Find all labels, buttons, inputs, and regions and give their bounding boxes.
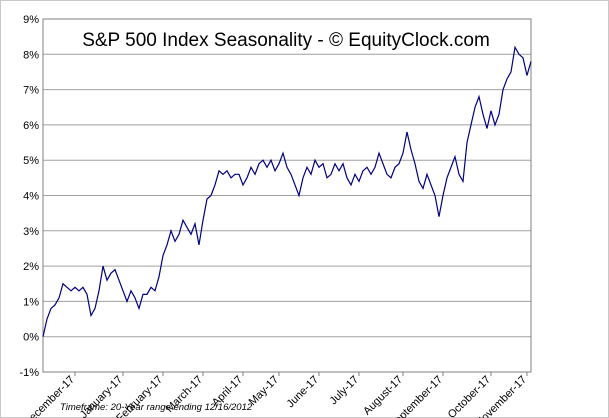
y-tick-label: 6%: [23, 120, 39, 132]
y-tick-label: 5%: [23, 155, 39, 167]
y-tick-label: 8%: [23, 49, 39, 61]
series-line: [42, 45, 532, 337]
y-tick-label: 2%: [23, 261, 39, 273]
y-tick-label: 4%: [23, 191, 39, 203]
plot-border: [42, 18, 532, 373]
y-tick-label: -1%: [19, 367, 39, 379]
y-tick-label: 3%: [23, 226, 39, 238]
y-tick-label: 7%: [23, 85, 39, 97]
chart-title: S&P 500 Index Seasonality - © EquityCloc…: [82, 30, 490, 51]
y-tick-label: 9%: [23, 14, 39, 26]
y-tick-label: 0%: [23, 332, 39, 344]
timeframe-note: Timeframe: 20-Year range ending 12/16/20…: [60, 402, 253, 413]
y-tick-label: 1%: [23, 296, 39, 308]
